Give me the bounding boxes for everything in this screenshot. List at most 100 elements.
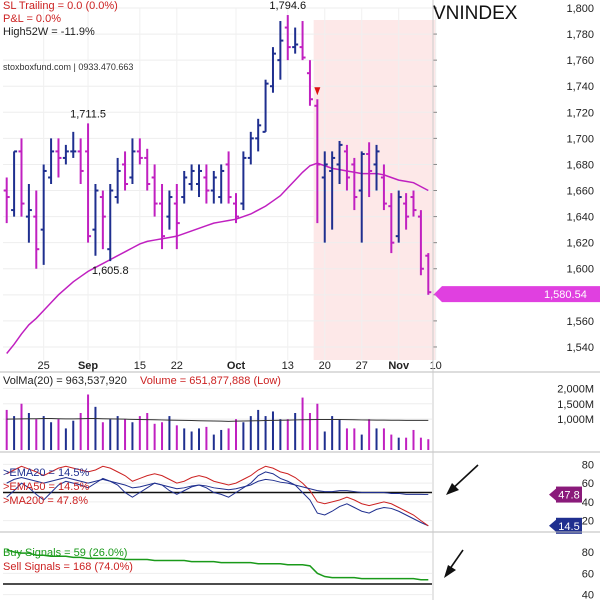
breadth-axis: 20 40 60 80 47.8 14.5 xyxy=(549,459,594,534)
value-tag-label: 14.5 xyxy=(558,521,579,533)
x-tick-label: 22 xyxy=(171,360,183,372)
up-candle xyxy=(62,144,69,165)
up-candle xyxy=(240,151,247,211)
arrow-icon xyxy=(446,464,479,495)
ma200-label: >MA200 = 47.8% xyxy=(3,495,88,507)
down-candle xyxy=(55,138,62,178)
x-tick-label: 10 xyxy=(430,360,442,372)
down-candle xyxy=(136,138,143,165)
up-candle xyxy=(114,157,121,204)
up-candle xyxy=(166,190,173,230)
y-tick-label: 1,600 xyxy=(566,264,594,276)
sell-arrow-icon xyxy=(314,87,321,96)
down-candle xyxy=(232,193,239,224)
down-candle xyxy=(351,157,358,211)
up-candle xyxy=(70,131,77,158)
up-candle xyxy=(247,131,254,165)
volume-text: Volume = 651,877,888 (Low) xyxy=(140,375,281,387)
x-tick-label: 13 xyxy=(282,360,294,372)
price-annotation: 1,711.5 xyxy=(70,108,106,120)
up-candle xyxy=(336,140,343,184)
up-candle xyxy=(25,184,32,243)
up-candle xyxy=(395,190,402,243)
down-candle xyxy=(410,190,417,217)
y-tick-label: 1,720 xyxy=(566,107,594,119)
up-candle xyxy=(269,47,276,93)
up-candle xyxy=(92,184,99,256)
breadth-lines xyxy=(6,465,429,527)
last-price-label: 1,580.54 xyxy=(544,289,587,301)
up-candle xyxy=(196,164,203,198)
ema20-label: >EMA20 = 14.5% xyxy=(3,467,89,479)
up-candle xyxy=(210,170,217,204)
down-candle xyxy=(225,151,232,204)
x-tick-label: 15 xyxy=(134,360,146,372)
down-candle xyxy=(85,123,92,243)
y-tick-label: 1,000M xyxy=(557,414,594,426)
y-tick-label: 1,780 xyxy=(566,29,594,41)
y-tick-label: 1,740 xyxy=(566,81,594,93)
price-annotations: 1,711.5 1,605.8 1,794.6 1,580.54 xyxy=(70,0,600,303)
down-candle xyxy=(403,193,410,230)
down-candle xyxy=(18,138,25,217)
signals-panel: 40 60 80 Buy Signals = 59 (26.0%) Sell Sig… xyxy=(3,547,594,602)
up-candle xyxy=(188,164,195,191)
x-tick-label: Oct xyxy=(227,360,246,372)
y-tick-label: 20 xyxy=(582,516,594,528)
up-candle xyxy=(48,138,55,184)
breadth-series-line xyxy=(6,465,429,527)
y-tick-label: 2,000M xyxy=(557,383,594,395)
volume-ma-path xyxy=(6,418,429,422)
volma-text: VolMa(20) = 963,537,920 xyxy=(3,375,127,387)
up-candle xyxy=(181,170,188,204)
down-candle xyxy=(284,15,291,61)
y-tick-label: 80 xyxy=(582,459,594,471)
y-tick-label: 1,540 xyxy=(566,342,594,354)
down-candle xyxy=(77,138,84,184)
ema50-label: >EMA50 = 14.5% xyxy=(3,481,89,493)
price-axis: 1,5401,5601,5801,6001,6201,6401,6601,680… xyxy=(433,3,594,354)
value-tag xyxy=(556,486,582,503)
up-candle xyxy=(40,164,47,265)
ticker-title: VNINDEX xyxy=(433,3,518,24)
buy-signals-line xyxy=(6,549,429,581)
value-tag xyxy=(556,517,582,534)
pl-text: P&L = 0.0% xyxy=(3,13,61,25)
down-candle xyxy=(380,164,387,211)
value-tag-pointer xyxy=(549,488,556,501)
price-annotation: 1,794.6 xyxy=(269,0,306,12)
ema-path xyxy=(6,162,429,354)
y-tick-label: 60 xyxy=(582,478,594,490)
last-price-tag xyxy=(434,286,600,303)
signals-axis: 40 60 80 xyxy=(582,547,594,602)
signals-lines xyxy=(6,549,429,581)
up-candle xyxy=(373,144,380,191)
breadth-series-line xyxy=(6,476,429,496)
sell-signals-label: Sell Signals = 168 (74.0%) xyxy=(3,561,133,573)
down-candle xyxy=(144,148,151,191)
down-candle xyxy=(366,142,373,198)
up-candle xyxy=(255,118,262,152)
down-candle xyxy=(425,253,432,295)
breadth-panel: 20 40 60 80 47.8 14.5 >EMA20 = 14.5% >EMA50 =… xyxy=(3,459,594,534)
date-axis: 25 Sep 15 22 Oct 13 20 27 Nov 10 xyxy=(38,360,442,372)
up-candle xyxy=(262,79,269,133)
high52w-text: High52W = -11.9% xyxy=(3,26,95,38)
down-candle xyxy=(388,193,395,254)
up-candle xyxy=(218,164,225,204)
down-candle xyxy=(299,21,306,61)
volume-ma-line xyxy=(6,418,429,422)
y-tick-label: 1,640 xyxy=(566,212,594,224)
y-tick-label: 1,560 xyxy=(566,316,594,328)
down-candle xyxy=(33,190,40,269)
down-candle xyxy=(314,99,321,224)
down-candle xyxy=(203,164,210,204)
up-candle xyxy=(329,151,336,230)
value-tag-label: 47.8 xyxy=(558,490,579,502)
y-tick-label: 1,680 xyxy=(566,159,594,171)
down-candle xyxy=(3,177,10,224)
buy-signals-label: Buy Signals = 59 (26.0%) xyxy=(3,547,127,559)
up-candle xyxy=(277,21,284,80)
up-candle xyxy=(129,138,136,184)
